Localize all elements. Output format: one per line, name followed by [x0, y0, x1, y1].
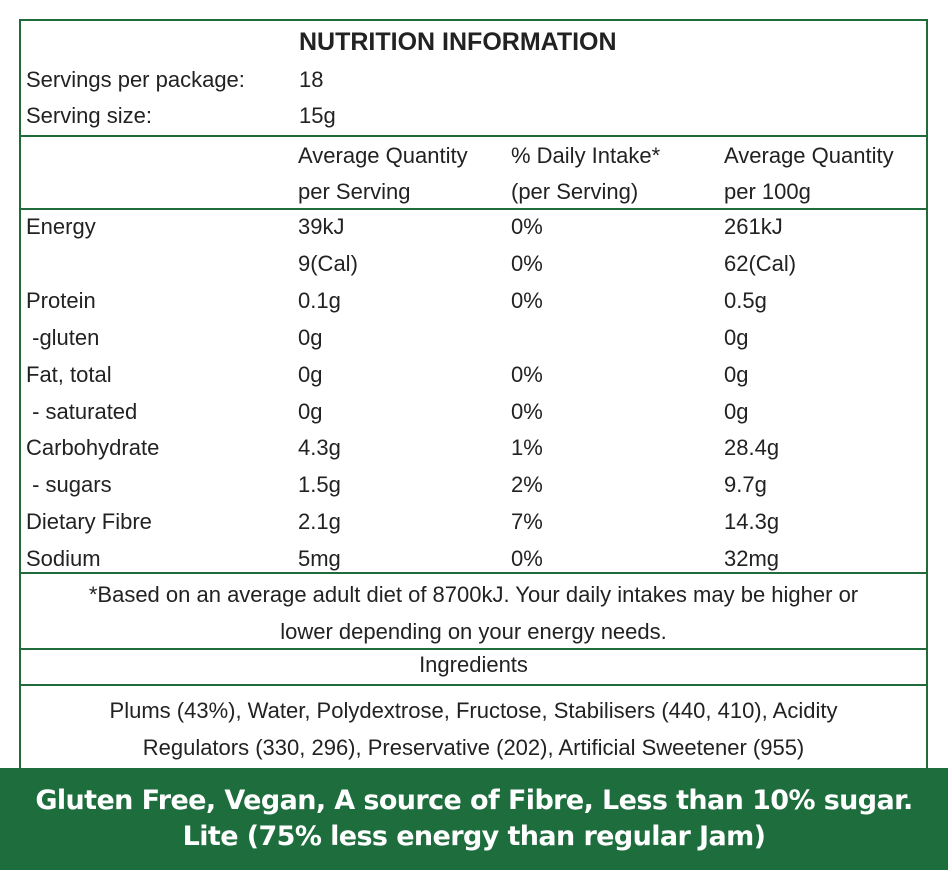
- divider: [21, 135, 926, 137]
- header-serving-line2: per Serving: [298, 179, 411, 204]
- nutrient-per-serving: 0g: [298, 398, 323, 424]
- nutrient-per-100g: 14.3g: [724, 509, 780, 535]
- nutrient-per-serving: 4.3g: [298, 435, 341, 461]
- servings-value: 18: [299, 67, 324, 92]
- divider: [21, 572, 926, 574]
- nutrient-per-serving: 1.5g: [298, 472, 341, 498]
- nutrient-name: Carbohydrate: [26, 435, 160, 461]
- header-per100-line1: Average Quantity: [724, 143, 894, 168]
- nutrient-name: - sugars: [26, 472, 112, 498]
- nutrient-name: Dietary Fibre: [26, 509, 152, 535]
- nutrient-name: Protein: [26, 287, 96, 313]
- nutrient-per-100g: 0g: [724, 361, 749, 387]
- nutrient-daily-intake: 2%: [511, 472, 543, 498]
- ingredients-heading: Ingredients: [419, 652, 528, 677]
- nutrient-name: Sodium: [26, 546, 101, 572]
- serving-size-value: 15g: [299, 103, 336, 128]
- panel-title: NUTRITION INFORMATION: [299, 28, 617, 56]
- nutrient-per-100g: 28.4g: [724, 435, 780, 461]
- nutrient-per-serving: 9(Cal): [298, 250, 358, 276]
- header-daily-intake-line2: (per Serving): [511, 179, 639, 204]
- nutrient-daily-intake: 0%: [511, 546, 543, 572]
- nutrient-daily-intake: 7%: [511, 509, 543, 535]
- nutrient-name: - saturated: [26, 398, 138, 424]
- nutrient-per-100g: 62(Cal): [724, 250, 797, 276]
- ingredients-line2: Regulators (330, 296), Preservative (202…: [142, 735, 805, 760]
- footnote-line1: *Based on an average adult diet of 8700k…: [88, 582, 859, 607]
- nutrient-name: Energy: [26, 214, 96, 239]
- nutrient-name: -gluten: [26, 324, 100, 350]
- nutrient-per-serving: 2.1g: [298, 509, 341, 535]
- nutrient-per-100g: 32mg: [724, 546, 780, 572]
- nutrient-per-100g: 9.7g: [724, 472, 767, 498]
- nutrient-daily-intake: 0%: [511, 250, 543, 276]
- nutrient-per-100g: 261kJ: [724, 214, 783, 239]
- claims-line1: Gluten Free, Vegan, A source of Fibre, L…: [35, 785, 913, 816]
- claims-banner: Gluten Free, Vegan, A source of Fibre, L…: [0, 768, 948, 870]
- nutrient-daily-intake: 0%: [511, 361, 543, 387]
- divider: [21, 648, 926, 650]
- servings-label: Servings per package:: [26, 67, 245, 92]
- nutrient-per-100g: 0g: [724, 324, 749, 350]
- nutrient-per-serving: 5mg: [298, 546, 341, 572]
- nutrient-per-serving: 0.1g: [298, 287, 341, 313]
- nutrient-per-serving: 39kJ: [298, 214, 345, 239]
- header-per100-line2: per 100g: [724, 179, 811, 204]
- footnote-line2: lower depending on your energy needs.: [280, 619, 667, 644]
- nutrient-daily-intake: 1%: [511, 435, 543, 461]
- nutrient-per-100g: 0g: [724, 398, 749, 424]
- header-serving-line1: Average Quantity: [298, 143, 468, 168]
- nutrient-per-100g: 0.5g: [724, 287, 767, 313]
- nutrient-name: Fat, total: [26, 361, 112, 387]
- nutrient-daily-intake: 0%: [511, 287, 543, 313]
- header-daily-intake-line1: % Daily Intake*: [511, 143, 661, 168]
- nutrient-per-serving: 0g: [298, 324, 323, 350]
- nutrient-daily-intake: 0%: [511, 398, 543, 424]
- ingredients-line1: Plums (43%), Water, Polydextrose, Fructo…: [109, 698, 838, 723]
- divider: [21, 208, 926, 210]
- divider: [21, 684, 926, 686]
- nutrition-panel: NUTRITION INFORMATION Servings per packa…: [19, 19, 928, 768]
- claims-line2: Lite (75% less energy than regular Jam): [182, 821, 766, 852]
- nutrient-daily-intake: 0%: [511, 214, 543, 239]
- nutrient-per-serving: 0g: [298, 361, 323, 387]
- serving-size-label: Serving size:: [26, 103, 152, 128]
